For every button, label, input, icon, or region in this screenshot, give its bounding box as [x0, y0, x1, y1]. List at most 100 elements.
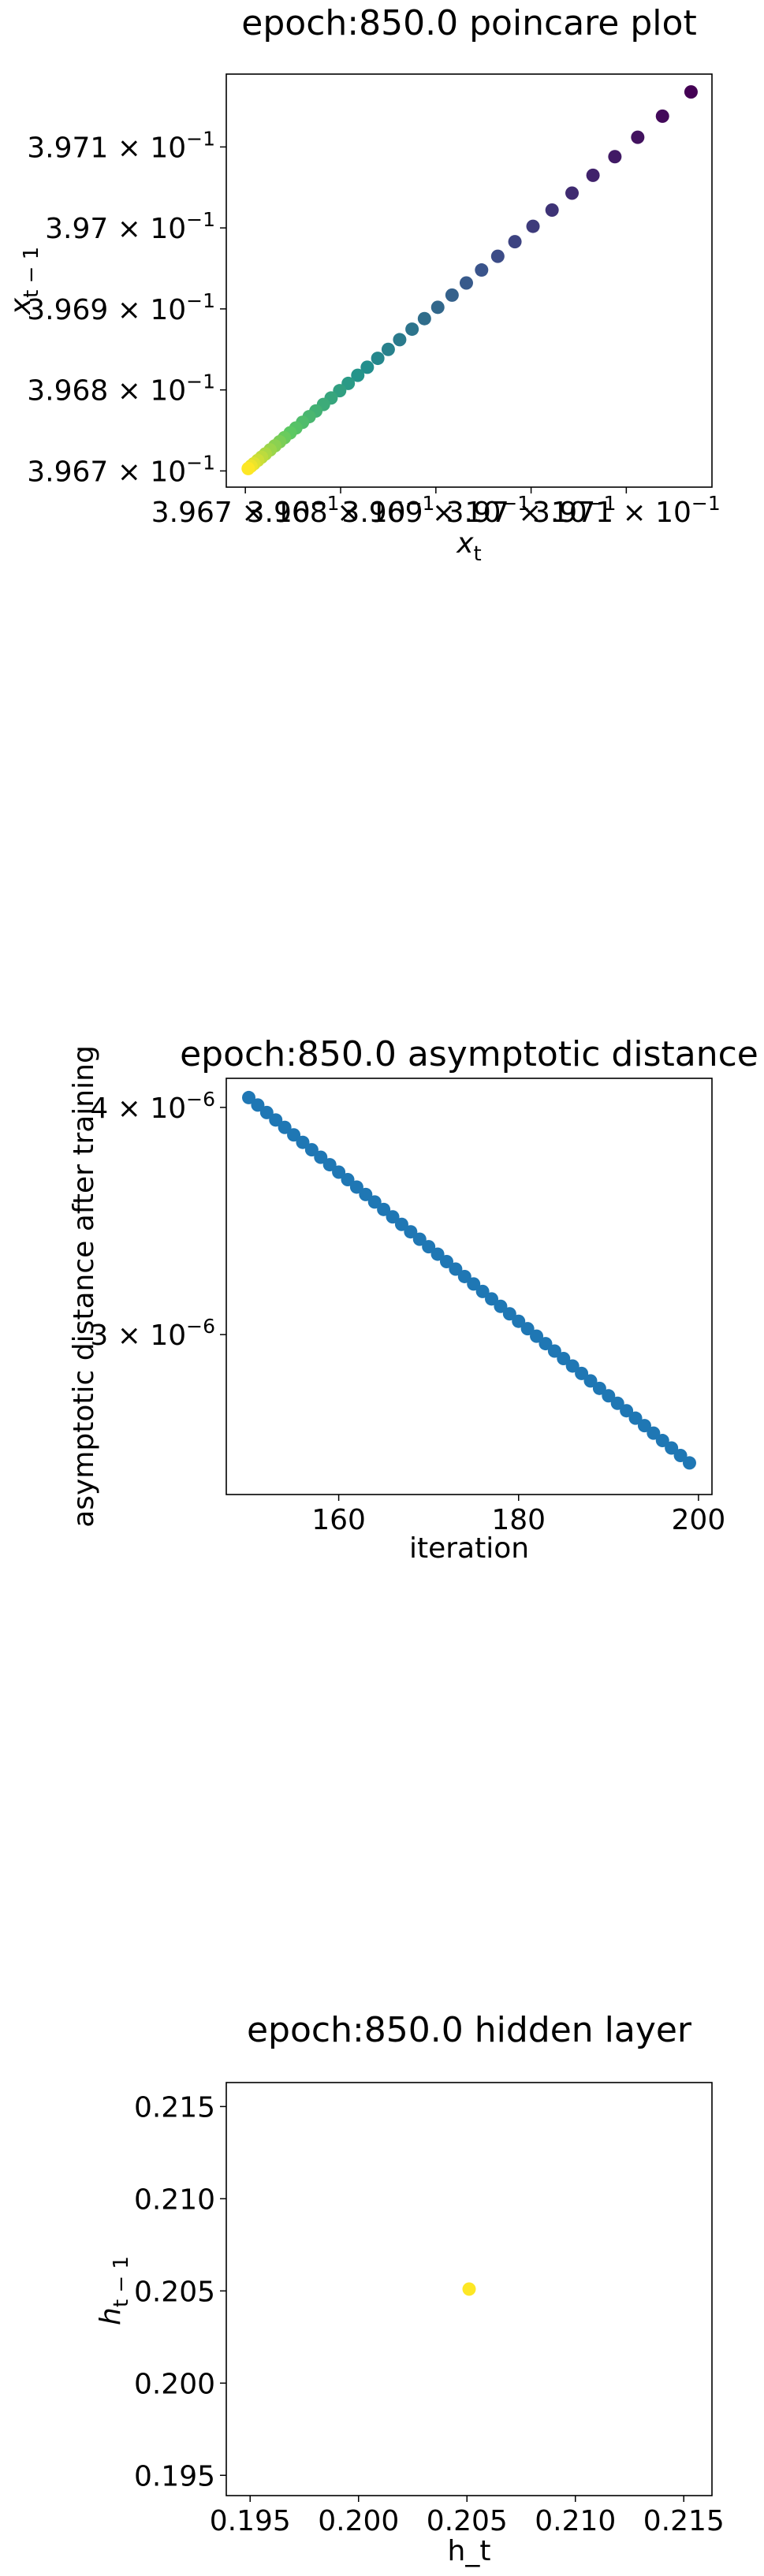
data-point: [557, 1351, 571, 1365]
x-tick-label: 3.969 × 10−1: [341, 492, 530, 529]
chart-title: epoch:850.0 poincare plot: [241, 3, 696, 43]
x-tick-label: 3.97 × 10−1: [446, 492, 617, 529]
data-point: [547, 1344, 561, 1358]
data-point: [620, 1404, 634, 1418]
data-point: [430, 1247, 445, 1261]
data-point: [490, 249, 505, 263]
x-tick-label: 0.210: [535, 2505, 616, 2537]
asymptotic-distance-panel: epoch:850.0 asymptotic distance 160 180 200…: [68, 1034, 758, 1565]
data-point: [508, 235, 522, 249]
y-tick-label: 0.200: [134, 2368, 215, 2400]
x-tick-label: 3.971 × 10−1: [532, 492, 721, 529]
x-tick-label: 0.215: [643, 2505, 725, 2537]
x-axis-label: iteration: [409, 1532, 529, 1565]
data-point: [404, 1225, 418, 1239]
axes-frame: [225, 1078, 713, 1495]
data-point: [673, 1448, 688, 1462]
data-point: [393, 333, 407, 347]
data-point: [583, 1374, 598, 1388]
data-point: [278, 1120, 292, 1134]
data-point: [467, 1277, 481, 1291]
x-axis-label: h_t: [448, 2535, 491, 2567]
data-point: [665, 1441, 679, 1455]
data-point: [457, 1269, 471, 1283]
data-point: [349, 1180, 363, 1194]
axes-frame: [225, 73, 713, 488]
data-point: [351, 368, 365, 382]
data-point: [530, 1329, 544, 1343]
data-point: [647, 1426, 661, 1440]
y-axis-label: xt − 1: [5, 247, 43, 315]
data-point: [417, 311, 431, 326]
data-point: [367, 1195, 382, 1209]
x-tick-label: 0.205: [427, 2505, 508, 2537]
data-point: [314, 1150, 328, 1164]
data-point: [269, 1113, 283, 1127]
x-tick-label: 0.200: [318, 2505, 399, 2537]
y-axis-label: asymptotic distance after training: [68, 1045, 100, 1528]
data-point: [631, 130, 645, 144]
data-point: [586, 168, 600, 182]
data-point: [512, 1314, 526, 1328]
data-point: [682, 1456, 696, 1470]
data-point: [449, 1262, 463, 1276]
data-point: [287, 1128, 301, 1142]
data-point: [602, 1389, 616, 1403]
x-axis-label: xt: [456, 527, 482, 566]
data-point: [475, 263, 489, 277]
x-tick-label: 160: [311, 1504, 366, 1536]
data-point: [575, 1366, 589, 1380]
data-point: [304, 1143, 319, 1157]
data-point: [475, 1284, 490, 1298]
data-point: [592, 1381, 606, 1395]
data-point: [259, 1105, 274, 1119]
data-point: [359, 1187, 373, 1201]
data-point: [459, 276, 473, 290]
data-point: [412, 1232, 427, 1246]
data-point: [637, 1419, 651, 1433]
data-point: [386, 1210, 400, 1224]
data-point: [296, 1135, 310, 1149]
data-point: [371, 352, 385, 366]
data-point: [462, 2282, 476, 2296]
x-tick-label: 0.195: [210, 2505, 291, 2537]
y-tick-label: 0.195: [134, 2460, 215, 2492]
data-point: [394, 1217, 408, 1231]
data-point: [684, 85, 698, 99]
x-tick-label: 200: [672, 1504, 726, 1536]
data-point: [545, 203, 559, 218]
data-point: [494, 1299, 508, 1313]
data-point: [251, 1098, 265, 1112]
data-point: [332, 1165, 346, 1179]
data-point: [360, 360, 375, 374]
axes-frame: [225, 2082, 713, 2496]
data-point: [655, 109, 669, 123]
data-point: [502, 1307, 516, 1321]
y-tick-label: 3.968 × 10−1: [27, 370, 215, 408]
y-tick-label: 0.205: [134, 2276, 215, 2308]
data-point: [628, 1411, 643, 1425]
y-tick-label: 0.210: [134, 2183, 215, 2216]
data-point: [322, 1158, 337, 1172]
data-point: [430, 300, 445, 315]
x-tick-label: 3.967 × 10−1: [151, 492, 340, 529]
x-tick-label: 180: [491, 1504, 546, 1536]
y-tick-label: 0.215: [134, 2091, 215, 2124]
x-tick-label: 3.968 × 10−1: [247, 492, 435, 529]
data-point: [565, 1359, 580, 1373]
data-point: [610, 1396, 624, 1410]
data-point: [539, 1337, 553, 1351]
y-axis-label: ht − 1: [95, 2256, 133, 2325]
data-point: [405, 322, 419, 337]
y-tick-label: 3.967 × 10−1: [27, 451, 215, 488]
data-point: [565, 186, 580, 200]
data-point: [242, 1090, 256, 1104]
data-point: [241, 461, 255, 475]
data-point: [377, 1202, 391, 1216]
data-point: [341, 1172, 355, 1186]
y-tick-label: 4 × 10−6: [90, 1088, 215, 1125]
data-point: [655, 1434, 669, 1448]
y-tick-label: 3.97 × 10−1: [45, 208, 215, 245]
